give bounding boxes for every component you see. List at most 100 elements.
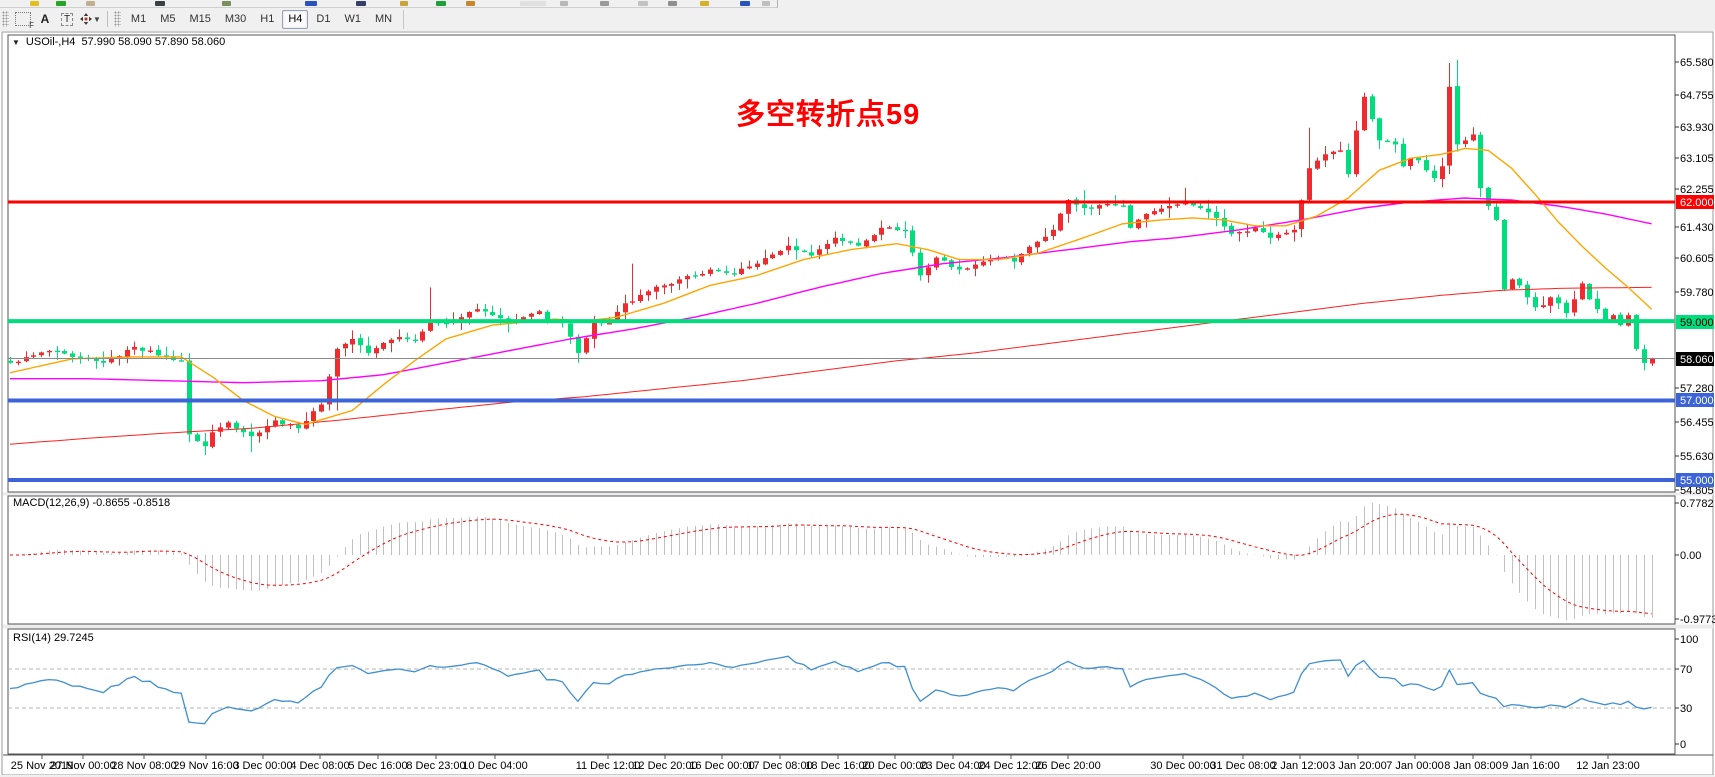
toolbar-icon-fragment	[560, 1, 568, 6]
toolbar-area: F A T ▼ M1 M5 M15 M30 H1 H4 D1 W1 MN	[0, 0, 1715, 31]
toolbar-row-main: F A T ▼ M1 M5 M15 M30 H1 H4 D1 W1 MN	[0, 8, 405, 30]
toolbar-icon-fragment	[305, 1, 317, 6]
svg-text:2 Jan 12:00: 2 Jan 12:00	[1271, 760, 1329, 772]
timeframe-button-h4[interactable]: H4	[282, 9, 309, 29]
svg-text:3 Dec 00:00: 3 Dec 00:00	[233, 760, 292, 772]
ma-slow-red	[9, 286, 1652, 445]
toolbar-icon-fragment	[668, 1, 677, 6]
svg-text:57.000: 57.000	[1680, 395, 1714, 407]
macd-indicator-label: MACD(12,26,9) -0.8655 -0.8518	[13, 497, 171, 509]
svg-text:16 Dec 00:00: 16 Dec 00:00	[689, 760, 754, 772]
timeframe-button-mn[interactable]: MN	[374, 13, 393, 25]
window-bottom-strip	[0, 775, 1715, 777]
svg-text:100: 100	[1680, 634, 1698, 646]
svg-text:20 Dec 00:00: 20 Dec 00:00	[862, 760, 927, 772]
svg-text:5 Dec 16:00: 5 Dec 16:00	[348, 760, 407, 772]
arrange-objects-button[interactable]: ▼	[79, 9, 102, 29]
svg-text:3 Jan 20:00: 3 Jan 20:00	[1329, 760, 1387, 772]
toolbar-icon-fragment	[600, 1, 609, 6]
svg-text:64.755: 64.755	[1680, 90, 1714, 102]
timeframe-group: M1 M5 M15 M30 H1 H4 D1 W1 MN	[124, 9, 405, 29]
price-badge-62.000: 62.000	[1676, 195, 1714, 209]
svg-text:55.630: 55.630	[1680, 451, 1714, 463]
timeframe-button-h1[interactable]: H1	[260, 13, 275, 25]
toolbar-icon-fragment	[638, 1, 648, 6]
svg-text:25 Nov 2019: 25 Nov 2019	[11, 760, 73, 772]
symbol-dropdown-icon[interactable]: ▼	[12, 37, 20, 47]
chart-text-annotation[interactable]: 多空转折点59	[736, 99, 921, 131]
chart-title: ▼ USOil-,H4 57.990 58.090 57.890 58.060	[12, 36, 225, 48]
toolbar-icon-fragment	[30, 1, 39, 6]
horizontal-level-lines[interactable]	[8, 200, 1675, 482]
svg-text:11 Dec 12:00: 11 Dec 12:00	[576, 760, 641, 772]
chart-window: 65.580 64.755 63.930 63.105 62.255 61.430 60.6…	[0, 31, 1715, 777]
svg-text:8 Jan 08:00: 8 Jan 08:00	[1444, 760, 1502, 772]
timeframe-grip[interactable]	[113, 11, 121, 27]
svg-text:24 Dec 12:00: 24 Dec 12:00	[978, 760, 1043, 772]
macd-signal-line	[10, 513, 1652, 615]
price-badge-55.000: 55.000	[1676, 473, 1714, 487]
price-axis[interactable]: 65.580 64.755 63.930 63.105 62.255 61.430 60.6…	[1675, 57, 1715, 751]
timeframe-button-m5[interactable]: M5	[160, 13, 176, 25]
ma-fast-orange	[9, 147, 1653, 426]
toolbar-icon-fragment	[700, 1, 709, 6]
svg-text:57.280: 57.280	[1680, 383, 1714, 395]
svg-text:26 Dec 20:00: 26 Dec 20:00	[1035, 760, 1100, 772]
svg-text:-0.9773: -0.9773	[1680, 614, 1715, 626]
svg-text:0.7782: 0.7782	[1680, 498, 1714, 510]
toolbar-icon-fragment	[436, 1, 446, 6]
timeframe-button-m1[interactable]: M1	[130, 13, 147, 25]
toolbar-icon-fragment	[356, 1, 366, 6]
svg-text:4 Dec 08:00: 4 Dec 08:00	[290, 760, 349, 772]
svg-text:65.580: 65.580	[1680, 57, 1714, 69]
ohlc-values: 57.990 58.090 57.890 58.060	[81, 36, 226, 48]
svg-text:12 Jan 23:00: 12 Jan 23:00	[1576, 760, 1640, 772]
timeframe-button-m15[interactable]: M15	[189, 13, 211, 25]
svg-text:8 Dec 23:00: 8 Dec 23:00	[406, 760, 465, 772]
crosshair-grid-button[interactable]: F	[13, 9, 34, 30]
svg-text:23 Dec 04:00: 23 Dec 04:00	[920, 760, 985, 772]
svg-text:59.780: 59.780	[1680, 287, 1714, 299]
svg-text:29 Nov 16:00: 29 Nov 16:00	[173, 760, 238, 772]
timeframe-button-m30[interactable]: M30	[224, 13, 247, 25]
svg-text:60.605: 60.605	[1680, 253, 1714, 265]
svg-text:63.930: 63.930	[1680, 122, 1714, 134]
svg-text:54.805: 54.805	[1680, 485, 1714, 497]
toolbar-icon-fragment	[740, 1, 750, 6]
svg-text:63.105: 63.105	[1680, 153, 1714, 165]
toolbar-icon-fragment	[762, 1, 770, 6]
svg-text:0: 0	[1680, 739, 1686, 751]
svg-text:27 Nov 00:00: 27 Nov 00:00	[50, 760, 115, 772]
toolbar-icon-fragment	[56, 1, 66, 6]
svg-text:9 Jan 16:00: 9 Jan 16:00	[1502, 760, 1560, 772]
grid-f-icon: F	[15, 12, 34, 30]
toolbar-grip[interactable]	[2, 11, 9, 27]
boxed-t-icon: T	[60, 12, 74, 26]
letter-a-icon: A	[40, 12, 50, 26]
chart-canvas[interactable]: 65.580 64.755 63.930 63.105 62.255 61.430 60.6…	[0, 31, 1715, 777]
svg-text:31 Dec 08:00: 31 Dec 08:00	[1210, 760, 1275, 772]
svg-text:17 Dec 08:00: 17 Dec 08:00	[747, 760, 812, 772]
svg-text:12 Dec 20:00: 12 Dec 20:00	[632, 760, 697, 772]
svg-text:0.00: 0.00	[1680, 550, 1701, 562]
price-badge-57.000: 57.000	[1676, 393, 1714, 407]
timeframe-button-d1[interactable]: D1	[316, 13, 331, 25]
toolbar-icon-fragment	[222, 1, 231, 6]
toolbar-row-clipped	[0, 0, 778, 8]
rsi-indicator-label: RSI(14) 29.7245	[13, 632, 94, 644]
toolbar-icon-fragment	[86, 1, 95, 6]
svg-text:30: 30	[1680, 703, 1692, 715]
text-tool-button[interactable]: A	[35, 9, 55, 29]
svg-text:70: 70	[1680, 664, 1692, 676]
price-badge-58.060: 58.060	[1676, 352, 1714, 366]
label-tool-button[interactable]: T	[57, 9, 77, 29]
svg-text:61.430: 61.430	[1680, 222, 1714, 234]
svg-text:62.000: 62.000	[1680, 197, 1714, 209]
svg-text:7 Jan 00:00: 7 Jan 00:00	[1386, 760, 1444, 772]
timeframe-button-w1[interactable]: W1	[344, 13, 361, 25]
toolbar-icon-fragment	[466, 1, 475, 6]
toolbar-icon-fragment	[155, 1, 165, 6]
toolbar-separator	[106, 11, 108, 27]
